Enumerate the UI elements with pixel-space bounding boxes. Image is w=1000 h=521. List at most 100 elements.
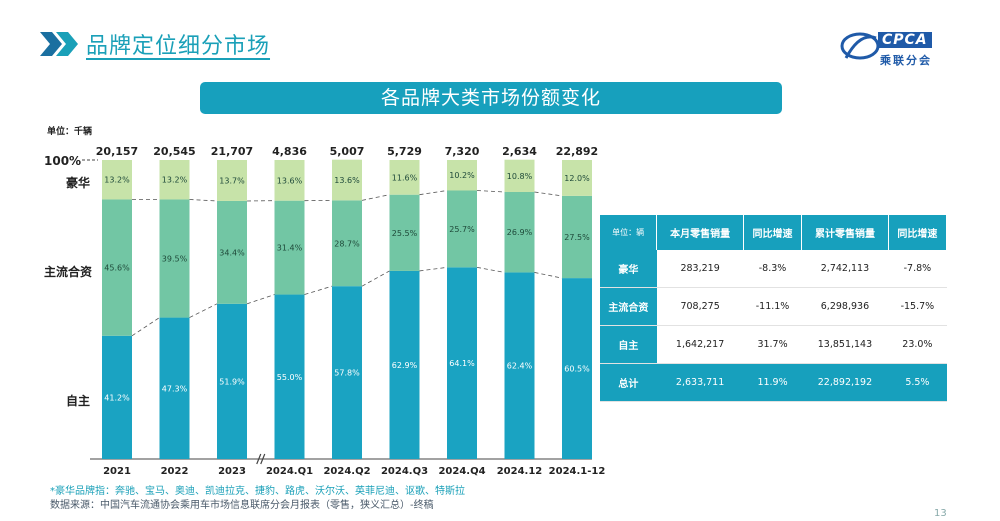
bar-total-label: 5,729 [387, 145, 422, 158]
bar-segment-mainstream [274, 200, 305, 295]
table-cell: 5.5% [888, 363, 947, 402]
bar-data-label: 39.5% [162, 255, 188, 264]
bar-data-label: 55.0% [277, 373, 303, 382]
table-cell: 31.7% [743, 325, 802, 364]
bar-segment-luxury [562, 160, 592, 196]
x-tick-label: 2021 [103, 466, 131, 477]
bar-data-label: 34.4% [219, 248, 245, 257]
bar-segment-luxury [159, 160, 190, 200]
bar-segment-luxury [332, 159, 362, 201]
bar-segment-mainstream [159, 199, 190, 318]
table-cell: 1,642,217 [656, 325, 744, 364]
table-cell: -7.8% [888, 250, 947, 288]
bar-data-label: 62.9% [392, 361, 418, 370]
bar-segment-domestic [159, 317, 190, 459]
bar-segment-domestic [447, 267, 477, 459]
percent-100-label: 100% [44, 154, 82, 168]
table-row: 自主 1,642,217 31.7% 13,851,143 23.0% [600, 325, 947, 364]
bar-total-label: 7,320 [445, 145, 480, 158]
table-header-cell: 同比增速 [888, 215, 948, 250]
bar-segment-mainstream [389, 194, 420, 271]
table-header-cell: 同比增速 [743, 215, 803, 250]
table-row-head: 主流合资 [600, 287, 657, 326]
bar-data-label: 13.7% [219, 176, 245, 185]
bar-segment-mainstream [504, 191, 535, 273]
bar-segment-luxury [389, 160, 420, 195]
connector-line [361, 270, 390, 287]
bar-segment-domestic [332, 286, 362, 459]
bar-segment-mainstream [217, 200, 247, 304]
axis-break-mark [260, 453, 266, 465]
x-tick-label: 2024.Q3 [381, 466, 428, 477]
bar-segment-domestic [389, 270, 420, 459]
bar-data-label: 13.6% [277, 176, 303, 185]
x-tick-label: 2024.Q1 [266, 466, 313, 477]
bar-total-label: 5,007 [330, 145, 365, 158]
luxury-label: 豪华 [66, 176, 91, 190]
bar-data-label: 13.2% [162, 176, 188, 185]
table-cell: 6,298,936 [801, 287, 889, 326]
chevron-arrows-icon [40, 32, 78, 56]
bar-total-label: 20,157 [96, 145, 138, 158]
bar-data-label: 27.5% [564, 233, 590, 242]
axis-break-mark [256, 453, 262, 465]
table-header-cell: 累计零售销量 [801, 215, 889, 250]
bar-data-label: 26.9% [507, 228, 533, 237]
bar-segment-domestic [102, 335, 132, 459]
bar-segment-luxury [102, 160, 132, 200]
table-cell: -11.1% [743, 287, 802, 326]
sales-stats-table: 单位：辆 本月零售销量 同比增速 累计零售销量 同比增速 豪华 283,219 … [600, 215, 948, 402]
bar-total-label: 21,707 [211, 145, 253, 158]
bar-segment-mainstream [447, 190, 477, 268]
bar-segment-domestic [274, 294, 305, 459]
table-cell: 11.9% [743, 363, 802, 402]
table-cell: 283,219 [656, 250, 744, 288]
x-tick-label: 2023 [218, 466, 246, 477]
table-cell: -8.3% [743, 250, 802, 288]
bar-segment-mainstream [562, 195, 592, 279]
bar-segment-domestic [217, 303, 247, 459]
bar-segment-luxury [274, 160, 305, 201]
domestic-label: 自主 [66, 394, 91, 408]
bar-segment-domestic [562, 278, 592, 459]
table-cell: 22,892,192 [801, 363, 889, 402]
bar-segment-domestic [504, 272, 535, 459]
bar-segment-mainstream [102, 199, 132, 336]
bar-total-label: 2,634 [502, 145, 537, 158]
unit-label: 单位：千辆 [47, 127, 93, 137]
bar-data-label: 11.6% [392, 173, 418, 182]
table-cell: 2,742,113 [801, 250, 889, 288]
bar-data-label: 64.1% [449, 359, 475, 368]
connector-line [189, 303, 218, 318]
x-tick-label: 2024.Q2 [323, 466, 370, 477]
x-tick-label: 2024.Q4 [438, 466, 485, 477]
bar-segment-luxury [447, 160, 477, 191]
connector-line [246, 294, 275, 305]
bar-data-label: 62.4% [507, 362, 533, 371]
table-cell: -15.7% [888, 287, 947, 326]
table-header-cell: 本月零售销量 [656, 215, 744, 250]
x-tick-label: 2022 [161, 466, 189, 477]
table-row-head: 总计 [600, 363, 657, 402]
connector-line [534, 272, 563, 279]
bar-data-label: 13.2% [104, 176, 130, 185]
bar-total-label: 22,892 [556, 145, 598, 158]
bar-total-label: 20,545 [153, 145, 195, 158]
bar-data-label: 25.5% [392, 229, 418, 238]
bar-data-label: 47.3% [162, 384, 188, 393]
bar-segment-mainstream [332, 200, 362, 287]
connector-line [419, 190, 448, 196]
bar-segment-luxury [504, 159, 535, 192]
bar-data-label: 13.6% [334, 176, 360, 185]
table-row: 主流合资 708,275 -11.1% 6,298,936 -15.7% [600, 287, 947, 326]
bar-data-label: 10.2% [449, 171, 475, 180]
bar-data-label: 45.6% [104, 264, 130, 273]
bar-data-label: 60.5% [564, 365, 590, 374]
connector-line [361, 194, 390, 201]
footnote-luxury-brands: *豪华品牌指：奔驰、宝马、奥迪、凯迪拉克、捷豹、路虎、沃尔沃、英菲尼迪、讴歌、特… [50, 486, 465, 497]
connector-line [476, 190, 505, 193]
table-cell: 23.0% [888, 325, 947, 364]
bar-data-label: 51.9% [219, 377, 245, 386]
page-number: 13 [934, 508, 947, 519]
bar-data-label: 12.0% [564, 174, 590, 183]
